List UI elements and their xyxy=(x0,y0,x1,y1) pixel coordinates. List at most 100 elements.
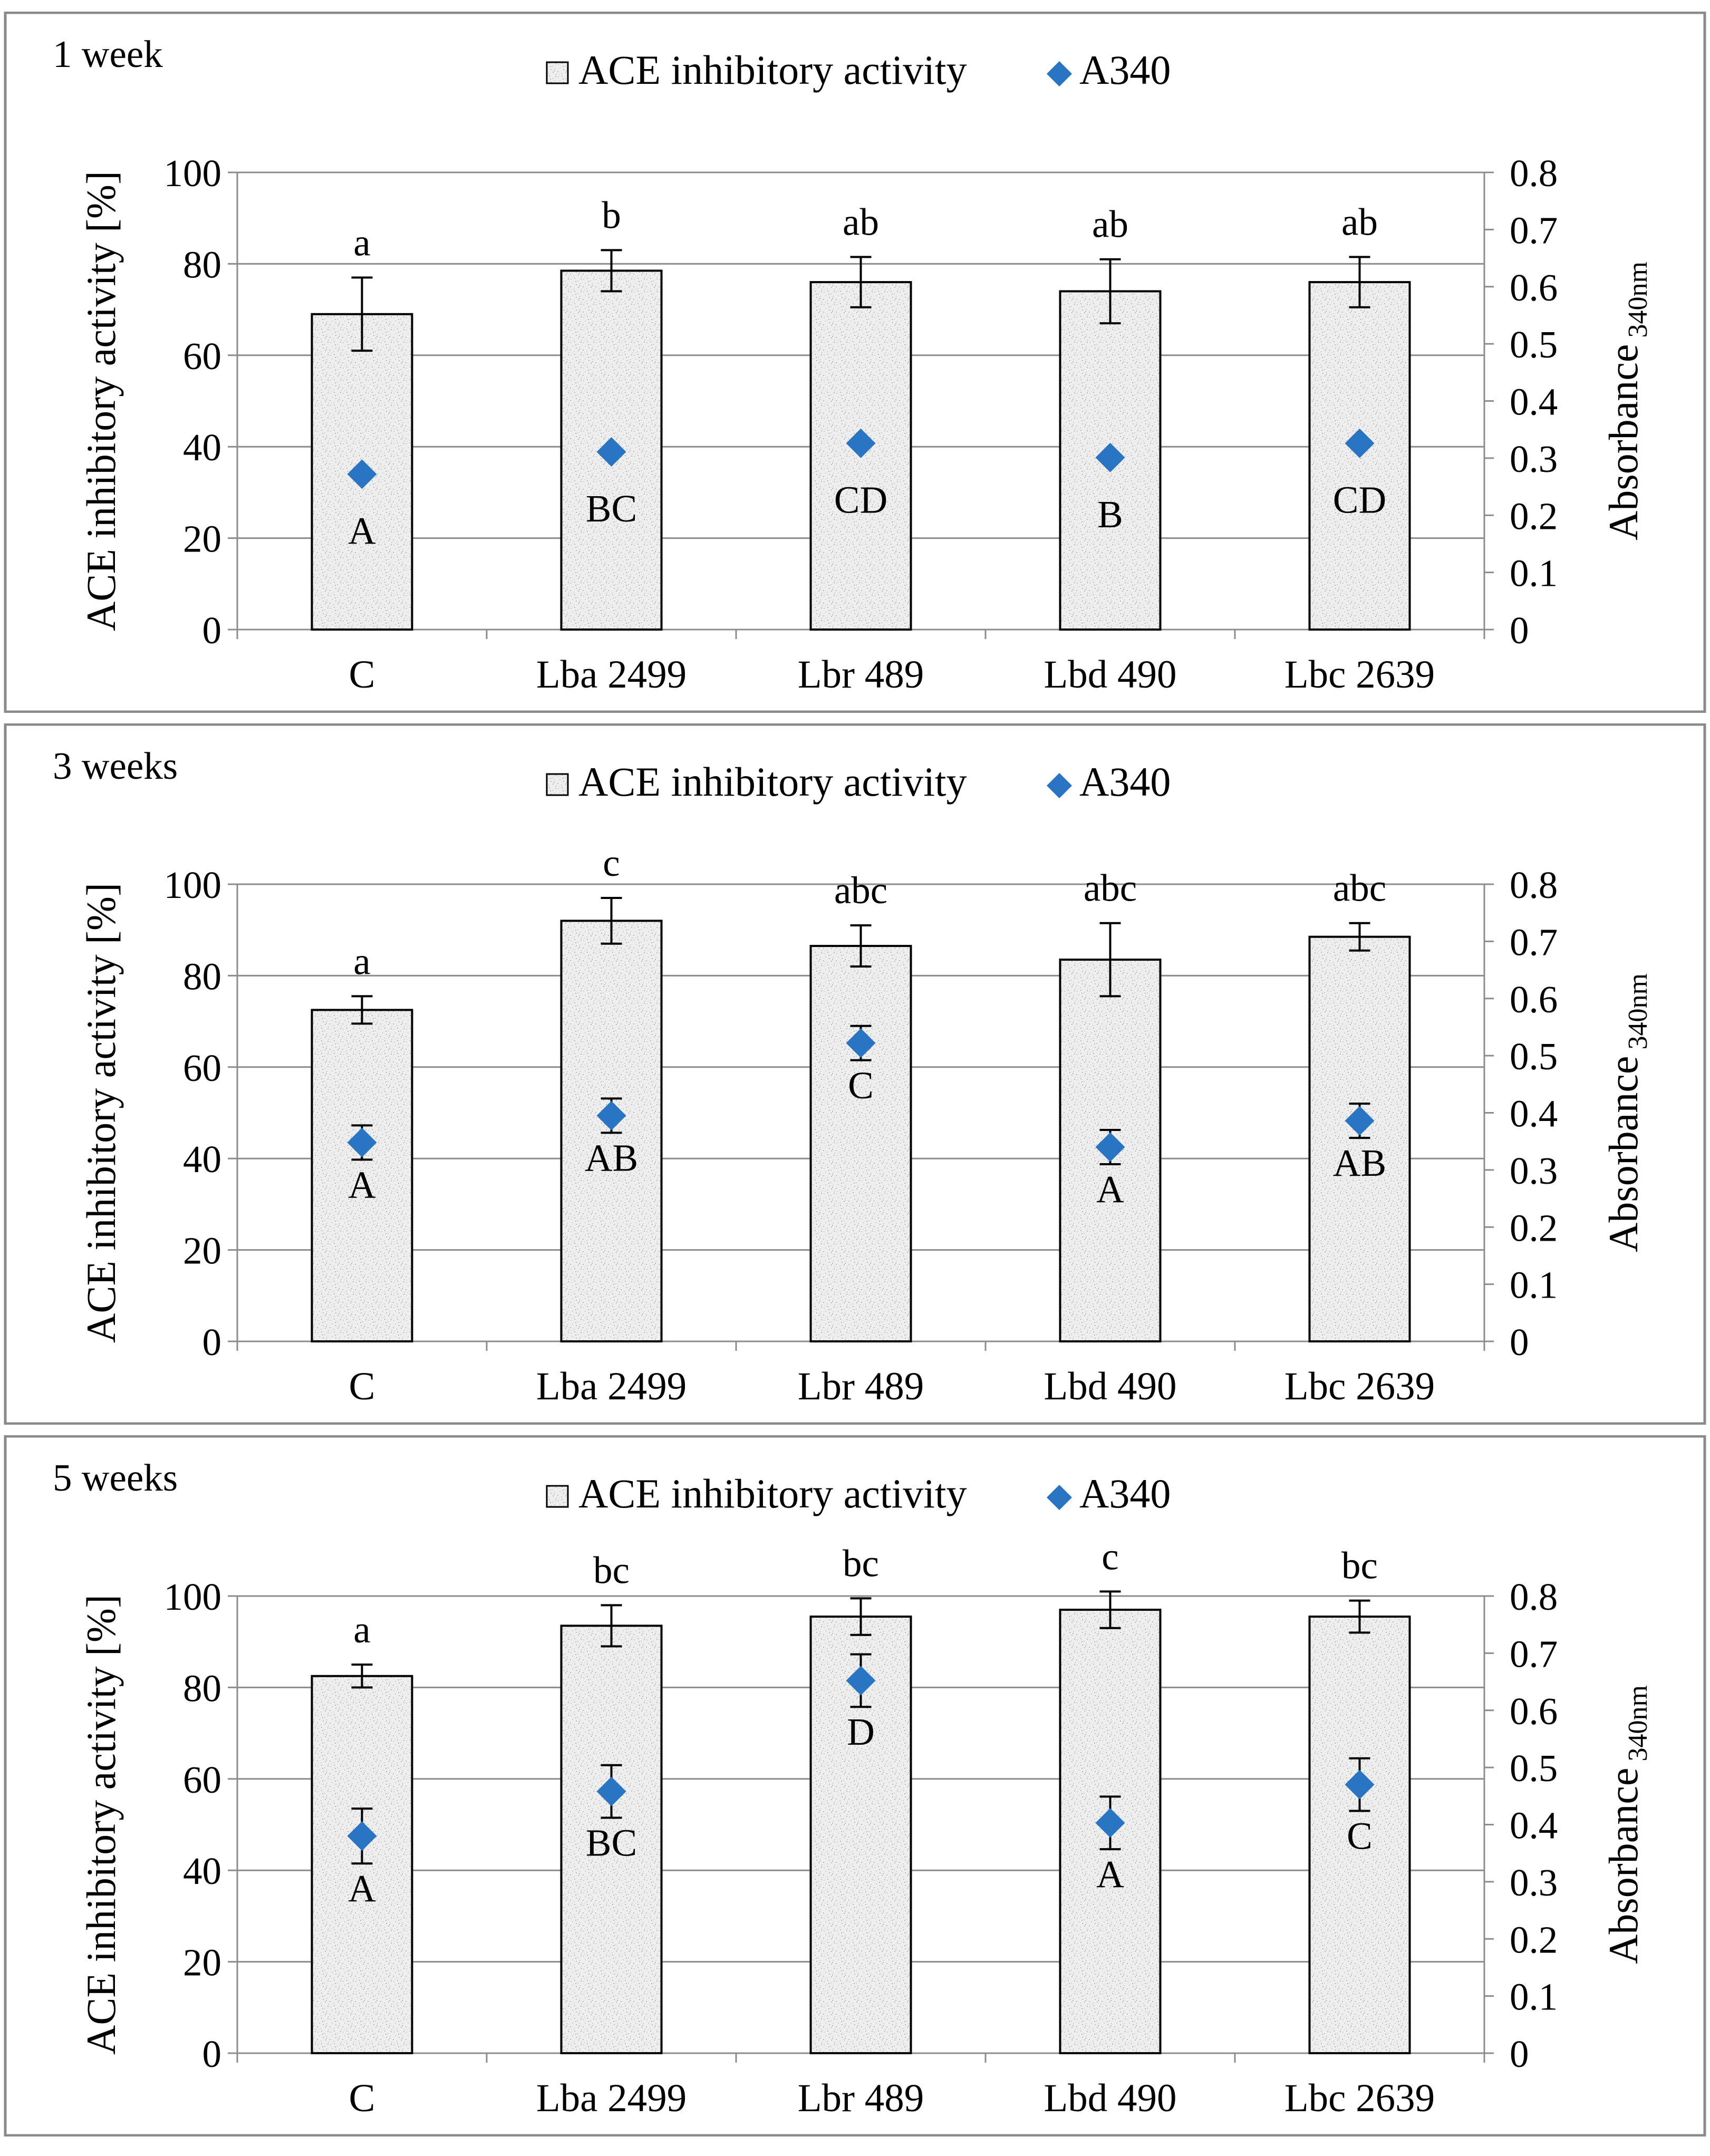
legend-label-a340: A340 xyxy=(1079,47,1171,93)
y-axis-title-right: Absorbance 340nm xyxy=(1600,262,1653,540)
bar-ace xyxy=(560,1625,663,2055)
bar-ace xyxy=(1308,935,1411,1342)
marker-a340 xyxy=(1345,1770,1375,1800)
y-axis-title-right-sub: 340nm xyxy=(1623,973,1653,1049)
right-tick-label: 0.7 xyxy=(1510,1632,1558,1675)
legend-label-ace: ACE inhibitory activity xyxy=(578,759,967,805)
marker-a340 xyxy=(846,1028,876,1058)
letter-ace: abc xyxy=(1084,867,1137,910)
marker-a340 xyxy=(347,1127,377,1157)
right-tick-label: 0.8 xyxy=(1510,864,1558,906)
left-tick-label: 100 xyxy=(164,1575,222,1618)
x-category-label: Lbr 489 xyxy=(798,1365,924,1408)
right-tick-label: 0.4 xyxy=(1510,1092,1558,1135)
letter-a340: B xyxy=(1097,493,1123,536)
letter-ace: b xyxy=(602,194,621,236)
marker-a340 xyxy=(1095,1808,1125,1838)
y-axis-title-right: Absorbance 340nm xyxy=(1600,1685,1653,1964)
right-tick-label: 0.6 xyxy=(1510,1690,1558,1733)
right-tick-label: 0.1 xyxy=(1510,1976,1558,2018)
y-axis-title-right-main: Absorbance xyxy=(1600,344,1646,540)
letter-a340: CD xyxy=(834,479,887,521)
legend-swatch-ace xyxy=(546,1485,569,1508)
left-tick-label: 100 xyxy=(164,864,222,906)
legend-swatch-ace xyxy=(546,773,569,796)
letter-a340: D xyxy=(847,1710,875,1753)
right-tick-label: 0.3 xyxy=(1510,438,1558,480)
right-tick-label: 0.4 xyxy=(1510,381,1558,423)
marker-a340 xyxy=(1095,1132,1125,1162)
left-tick-label: 40 xyxy=(183,426,221,469)
right-tick-label: 0.7 xyxy=(1510,921,1558,963)
x-category-label: Lbc 2639 xyxy=(1284,1365,1435,1408)
right-tick-label: 0.5 xyxy=(1510,1035,1558,1078)
marker-a340 xyxy=(596,437,626,467)
letter-a340: C xyxy=(848,1064,874,1107)
right-tick-label: 0.2 xyxy=(1510,495,1558,537)
letter-a340: C xyxy=(1347,1814,1373,1857)
letter-a340: BC xyxy=(586,1821,637,1864)
y-axis-title-right: Absorbance 340nm xyxy=(1600,973,1653,1252)
letter-a340: A xyxy=(1096,1853,1124,1896)
right-tick-label: 0.6 xyxy=(1510,978,1558,1021)
right-tick-label: 0.8 xyxy=(1510,152,1558,195)
legend: ACE inhibitory activity A340 xyxy=(546,47,1171,93)
left-tick-label: 0 xyxy=(202,609,222,652)
left-tick-label: 60 xyxy=(183,1758,221,1801)
left-tick-label: 40 xyxy=(183,1850,221,1892)
right-tick-label: 0.3 xyxy=(1510,1861,1558,1904)
left-tick-label: 20 xyxy=(183,1941,221,1984)
letter-ace: ab xyxy=(1092,203,1128,246)
marker-a340 xyxy=(347,1821,377,1851)
marker-a340 xyxy=(846,428,876,458)
marker-a340 xyxy=(596,1776,626,1806)
right-tick-label: 0 xyxy=(1510,1321,1529,1364)
bar-ace xyxy=(809,945,912,1343)
right-tick-label: 0.6 xyxy=(1510,266,1558,309)
y-axis-title-left: ACE inhibitory activity [%] xyxy=(78,883,124,1343)
letter-ace: abc xyxy=(1333,867,1386,910)
left-tick-label: 20 xyxy=(183,518,221,560)
right-tick-label: 0.5 xyxy=(1510,323,1558,366)
letter-ace: a xyxy=(353,1608,370,1651)
legend-label-ace: ACE inhibitory activity xyxy=(578,47,967,93)
letter-ace: a xyxy=(353,221,370,264)
x-category-label: Lbc 2639 xyxy=(1284,653,1435,697)
y-axis-title-left: ACE inhibitory activity [%] xyxy=(78,171,124,631)
right-tick-label: 0.1 xyxy=(1510,1264,1558,1307)
x-category-label: Lba 2499 xyxy=(536,1365,687,1408)
right-tick-label: 0.1 xyxy=(1510,552,1558,595)
legend-label-a340: A340 xyxy=(1079,1471,1171,1516)
bar-ace xyxy=(311,1675,413,2055)
left-tick-label: 80 xyxy=(183,955,221,998)
x-category-label: C xyxy=(349,2076,375,2120)
letter-ace: bc xyxy=(593,1549,630,1591)
x-category-label: Lbc 2639 xyxy=(1284,2076,1435,2120)
letter-a340: AB xyxy=(585,1136,638,1179)
right-tick-label: 0.4 xyxy=(1510,1804,1558,1847)
right-tick-label: 0.2 xyxy=(1510,1918,1558,1961)
x-category-label: C xyxy=(349,1365,375,1408)
legend: ACE inhibitory activity A340 xyxy=(546,1471,1171,1516)
y-axis-title-right-main: Absorbance xyxy=(1600,1056,1646,1252)
left-tick-label: 80 xyxy=(183,243,221,286)
x-category-label: Lbr 489 xyxy=(798,2076,924,2120)
right-tick-label: 0.3 xyxy=(1510,1149,1558,1192)
left-tick-label: 60 xyxy=(183,335,221,378)
legend-marker-a340 xyxy=(1047,61,1072,86)
marker-a340 xyxy=(596,1100,626,1130)
x-category-label: Lbr 489 xyxy=(798,653,924,697)
letter-a340: BC xyxy=(586,487,637,530)
letter-a340: CD xyxy=(1333,479,1386,521)
x-category-label: Lbd 490 xyxy=(1044,653,1176,697)
bar-ace xyxy=(560,920,663,1342)
letter-ace: bc xyxy=(1341,1544,1378,1587)
legend-marker-a340 xyxy=(1047,773,1072,798)
chart-panel: 1 week ACE inhibitory activity A340 0 20 40 60… xyxy=(4,12,1706,713)
right-tick-label: 0.8 xyxy=(1510,1575,1558,1618)
left-tick-label: 20 xyxy=(183,1230,221,1272)
right-tick-label: 0.5 xyxy=(1510,1747,1558,1790)
letter-a340: A xyxy=(348,1163,376,1206)
right-tick-label: 0.2 xyxy=(1510,1206,1558,1249)
letter-ace: bc xyxy=(843,1542,879,1584)
